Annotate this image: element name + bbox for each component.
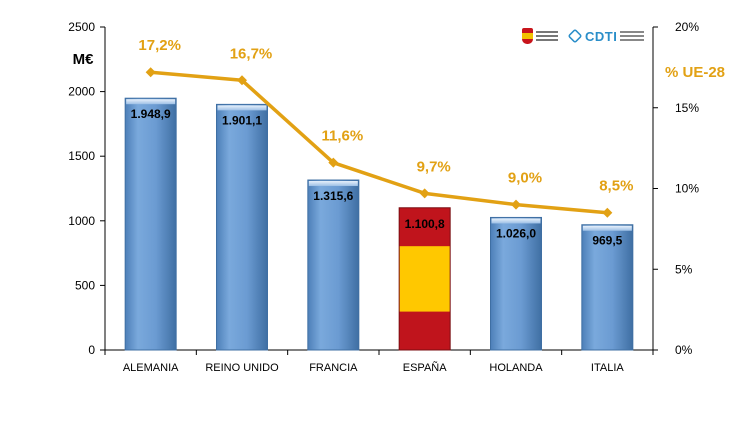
share-line xyxy=(150,70,608,215)
bar-body xyxy=(124,97,177,351)
line-value-label: 17,2% xyxy=(138,37,181,54)
labels: 1.948,9 1.901,1 1.315,6 1.100,8 1.026,0 969,5… xyxy=(131,37,634,248)
share-marker xyxy=(419,188,430,199)
bars xyxy=(124,97,634,351)
bar-cap xyxy=(126,99,176,105)
bar xyxy=(124,97,177,351)
bar-value-label: 1.026,0 xyxy=(496,226,536,240)
bar-cap xyxy=(217,105,267,111)
bar xyxy=(581,224,634,351)
bar-cap xyxy=(308,181,358,187)
spanish-ministry-logo xyxy=(522,25,562,47)
bar-value-label: 969,5 xyxy=(592,234,622,248)
left-tick-label: 500 xyxy=(75,278,95,292)
x-tick-label: FRANCIA xyxy=(309,362,358,374)
share-marker xyxy=(237,75,247,86)
bar-cap xyxy=(491,218,541,224)
x-tick-label: ALEMANIA xyxy=(123,362,179,374)
bar-body xyxy=(307,179,360,351)
line-series xyxy=(145,67,613,218)
cdti-logo: CDTI xyxy=(567,28,645,44)
secondary-axis-title: % UE-28 xyxy=(665,64,725,81)
bar-value-label: 1.315,6 xyxy=(313,189,353,203)
bar-spain xyxy=(398,207,451,351)
right-tick-label: 5% xyxy=(675,262,693,276)
bar xyxy=(307,179,360,351)
bar-body xyxy=(490,216,542,351)
coat-of-arms-icon xyxy=(522,28,533,44)
share-marker xyxy=(328,157,339,168)
bar-value-label: 1.948,9 xyxy=(131,107,171,121)
share-marker xyxy=(602,207,613,218)
left-tick-label: 2000 xyxy=(68,85,95,99)
right-tick-label: 15% xyxy=(675,101,699,115)
share-marker xyxy=(511,199,521,210)
x-tick-label: REINO UNIDO xyxy=(205,362,279,374)
x-tick-label: HOLANDA xyxy=(489,362,543,374)
logos: CDTI xyxy=(522,24,654,48)
bar-body xyxy=(216,103,268,351)
bar-body xyxy=(581,224,634,351)
x-tick-label: ESPAÑA xyxy=(403,361,447,374)
bar xyxy=(216,103,268,351)
bar-value-label: 1.100,8 xyxy=(405,217,445,231)
cdti-mark-icon xyxy=(567,28,583,44)
right-tick-label: 10% xyxy=(675,182,699,196)
line-value-label: 9,0% xyxy=(508,170,542,187)
y-axis-title: M€ xyxy=(73,51,94,68)
right-tick-label: 0% xyxy=(675,343,693,357)
line-value-label: 9,7% xyxy=(417,158,451,175)
left-tick-label: 2500 xyxy=(68,20,95,34)
bar-cap xyxy=(582,225,632,231)
right-tick-label: 20% xyxy=(675,20,699,34)
left-tick-label: 1000 xyxy=(68,214,95,228)
line-value-label: 16,7% xyxy=(230,45,273,62)
axes: 0 500 1000 1500 2000 2500 0% 5% 10% 15% 20% ALEMANI… xyxy=(68,20,725,374)
left-tick-label: 1500 xyxy=(68,149,95,163)
spain-bar-outline xyxy=(398,207,451,351)
bar xyxy=(490,216,542,351)
left-tick-label: 0 xyxy=(88,343,95,357)
bar-value-label: 1.901,1 xyxy=(222,113,262,127)
line-value-label: 8,5% xyxy=(599,178,633,195)
line-value-label: 11,6% xyxy=(321,128,363,145)
share-marker xyxy=(145,67,156,78)
x-tick-label: ITALIA xyxy=(591,362,624,374)
spain-yellow-band xyxy=(399,246,451,312)
